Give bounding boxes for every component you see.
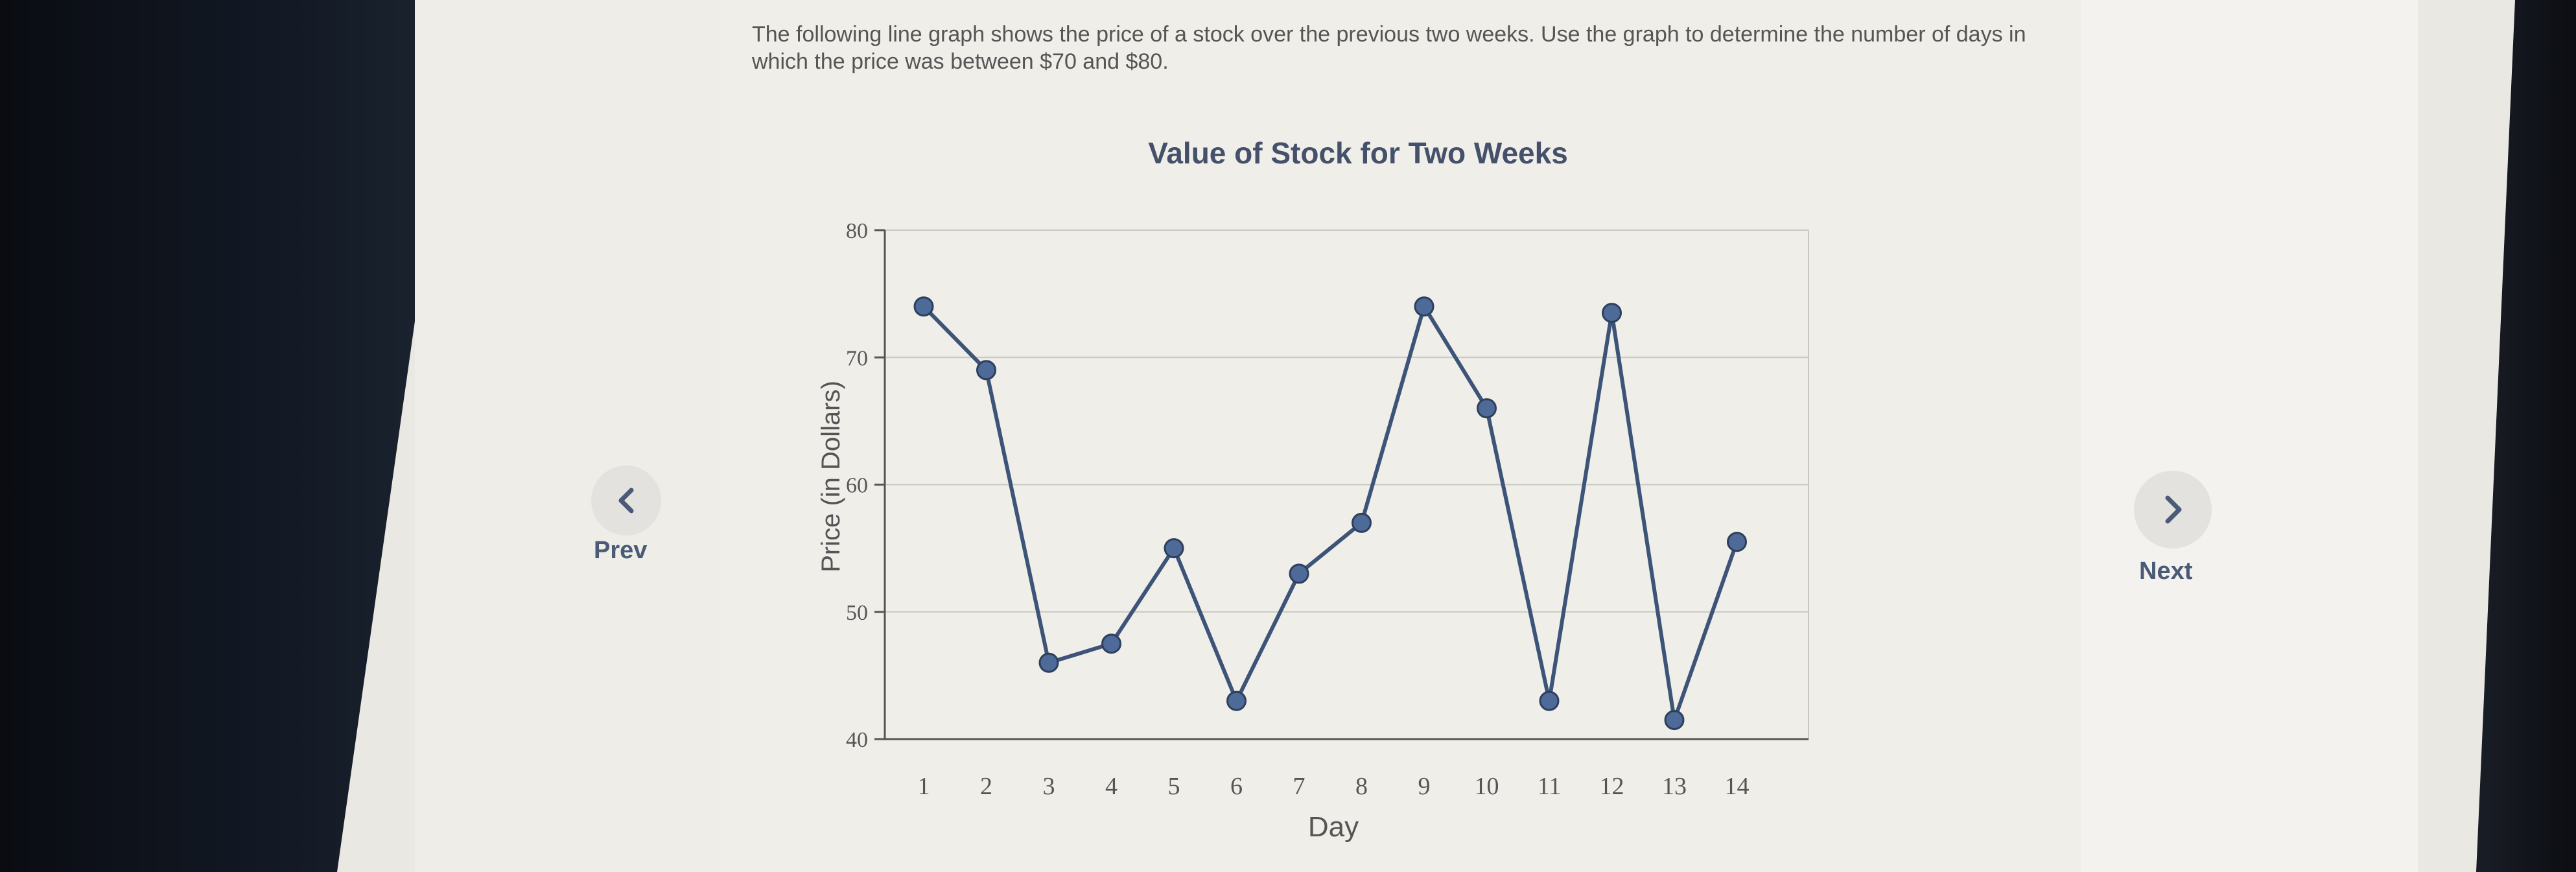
x-axis-ticks: 1 2 3 4 5 6 7 8 9 10 11 12 13 14 <box>918 773 1750 800</box>
data-point-day-6 <box>1226 690 1247 711</box>
right-nav-panel <box>2081 0 2418 872</box>
y-tick-label: 80 <box>846 219 868 243</box>
data-point-day-3 <box>1038 652 1059 673</box>
y-tick-label: 40 <box>846 728 868 752</box>
x-tick-label: 6 <box>1230 773 1243 800</box>
chevron-right-icon <box>2165 495 2182 524</box>
y-axis-label: Price (in Dollars) <box>817 381 845 572</box>
x-tick-label: 7 <box>1293 773 1306 800</box>
x-tick-label: 2 <box>980 773 992 800</box>
question-content-area <box>720 0 2081 872</box>
data-point-day-9 <box>1414 296 1434 317</box>
series-line-0 <box>922 304 1739 722</box>
data-point-day-4 <box>1101 633 1121 654</box>
y-tick-label: 70 <box>846 346 868 370</box>
line-chart: Value of Stock for Two Weeks 40 50 60 70 80 … <box>804 130 1867 862</box>
prev-label[interactable]: Prev <box>594 537 648 564</box>
x-tick-label: 8 <box>1355 773 1368 800</box>
y-tick-label: 50 <box>846 601 868 625</box>
question-text: The following line graph shows the price… <box>752 22 2026 74</box>
x-tick-label: 14 <box>1725 773 1750 800</box>
data-point-day-12 <box>1602 303 1622 324</box>
data-point-day-14 <box>1727 532 1747 552</box>
x-tick-label: 11 <box>1538 773 1562 800</box>
data-point-day-11 <box>1539 690 1560 711</box>
data-point-day-10 <box>1477 398 1497 419</box>
prev-button[interactable] <box>591 465 661 536</box>
x-tick-label: 12 <box>1600 773 1624 800</box>
left-nav-panel <box>415 0 720 872</box>
data-point-day-7 <box>1289 563 1309 584</box>
next-label[interactable]: Next <box>2139 558 2193 585</box>
data-point-day-13 <box>1664 710 1685 731</box>
y-axis-ticks: 40 50 60 70 80 <box>846 219 885 752</box>
chart-gridlines <box>885 230 1809 739</box>
x-tick-label: 4 <box>1105 773 1118 800</box>
x-axis-label: Day <box>1308 811 1359 843</box>
x-tick-label: 3 <box>1043 773 1055 800</box>
chart-series <box>913 296 1747 731</box>
chart-title: Value of Stock for Two Weeks <box>1148 136 1568 170</box>
x-tick-label: 9 <box>1418 773 1431 800</box>
chart-svg: Value of Stock for Two Weeks 4050607080 … <box>817 136 1809 843</box>
data-point-day-5 <box>1164 538 1184 559</box>
data-point-day-1 <box>913 296 934 317</box>
data-point-day-8 <box>1352 512 1372 533</box>
x-tick-label: 10 <box>1475 773 1499 800</box>
x-tick-label: 5 <box>1168 773 1180 800</box>
next-button[interactable] <box>2134 471 2212 548</box>
chevron-left-icon <box>618 488 634 513</box>
y-tick-label: 60 <box>846 474 868 498</box>
x-tick-label: 1 <box>918 773 930 800</box>
x-tick-label: 13 <box>1662 773 1687 800</box>
data-point-day-2 <box>976 360 996 381</box>
